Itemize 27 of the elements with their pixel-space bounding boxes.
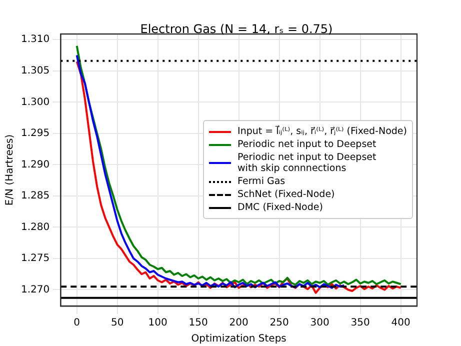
x-tick-label: 300 xyxy=(310,318,330,329)
legend-label: Periodic net input to Deepset xyxy=(238,139,376,150)
x-tick-label: 100 xyxy=(148,318,168,329)
x-tick-label: 50 xyxy=(110,318,124,329)
y-tick-label: 1.285 xyxy=(20,190,50,202)
y-tick-label: 1.300 xyxy=(20,96,50,108)
y-tick-label: 1.310 xyxy=(20,34,50,46)
x-tick-label: 0 xyxy=(74,318,80,329)
y-tick-label: 1.305 xyxy=(20,65,50,76)
legend-label: SchNet (Fixed-Node) xyxy=(238,189,335,200)
x-tick-label: 250 xyxy=(270,318,289,329)
y-tick-label: 1.295 xyxy=(20,128,50,140)
y-tick-label: 1.270 xyxy=(20,284,50,296)
x-axis-title: Optimization Steps xyxy=(191,334,286,345)
legend-label: Periodic net input to Deepset with skip connnections xyxy=(238,152,376,174)
y-tick-label: 1.280 xyxy=(20,222,50,233)
y-axis-title: E/N (Hartrees) xyxy=(4,134,16,206)
x-tick-label: 200 xyxy=(229,318,248,329)
x-tick-label: 400 xyxy=(391,318,410,329)
legend-label: Input = l⃗ᵢⱼ⁽ᴸ⁾, sᵢⱼ, r⃗ᵢ⁽ᴸ⁾, r⃗ⱼ⁽ᴸ⁾ (Fixed-Node) xyxy=(238,126,407,137)
y-tick-label: 1.275 xyxy=(20,253,50,264)
x-tick-label: 150 xyxy=(188,318,208,329)
legend-label: Fermi Gas xyxy=(238,176,286,187)
y-tick-label: 1.290 xyxy=(20,159,50,170)
chart-title: Electron Gas (N = 14, rₛ = 0.75) xyxy=(139,22,334,36)
legend-label: DMC (Fixed-Node) xyxy=(238,202,323,213)
x-tick-label: 350 xyxy=(350,318,370,329)
